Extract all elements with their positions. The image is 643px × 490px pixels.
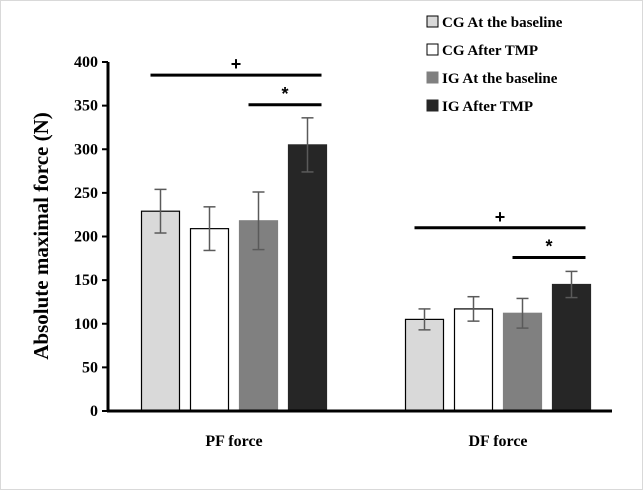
y-tick-label-0: 0 (90, 403, 98, 420)
y-tick-label-100: 100 (74, 316, 98, 333)
significance-marker-1: + (231, 54, 242, 74)
y-tick-label-150: 150 (74, 272, 98, 289)
y-ticks-group: 0 50 100 150 200 250 300 350 400 (74, 54, 108, 420)
legend-swatch-3 (426, 71, 439, 84)
bar-3-2 (502, 312, 543, 412)
x-tick-label-2: DF force (468, 433, 527, 450)
y-tick-label-350: 350 (74, 98, 98, 115)
y-tick-label-200: 200 (74, 229, 98, 246)
legend-swatch-1 (426, 15, 439, 28)
legend-label-2: CG After TMP (442, 43, 538, 59)
bar-1-2 (404, 318, 445, 412)
legend-label-3: IG At the baseline (442, 71, 558, 87)
bar-4-1 (287, 144, 328, 412)
x-tick-label-1: PF force (205, 433, 262, 450)
x-ticks-group: PF force DF force (205, 433, 527, 450)
legend-swatch-4 (426, 99, 439, 112)
bar-4-2 (551, 283, 592, 412)
y-tick-label-400: 400 (74, 54, 98, 71)
legend-label-4: IG After TMP (442, 99, 533, 115)
y-axis-label: Absolute maximal force (N) (29, 112, 53, 359)
significance-marker-4: * (545, 236, 552, 256)
bar-2-1 (189, 228, 230, 412)
bar-2-2 (453, 308, 494, 412)
significance-marker-3: + (495, 207, 506, 227)
legend-swatch-2 (426, 43, 439, 56)
bar-1-1 (140, 210, 181, 412)
significance-marker-2: * (281, 84, 288, 104)
significance-group: + * + * (150, 54, 586, 259)
error-bars-group (154, 117, 578, 331)
y-tick-label-250: 250 (74, 185, 98, 202)
legend-label-1: CG At the baseline (442, 15, 563, 31)
legend: CG At the baseline CG After TMP IG At the … (426, 15, 563, 115)
bars-group (140, 144, 592, 412)
y-tick-label-300: 300 (74, 141, 98, 158)
y-tick-label-50: 50 (82, 359, 98, 376)
